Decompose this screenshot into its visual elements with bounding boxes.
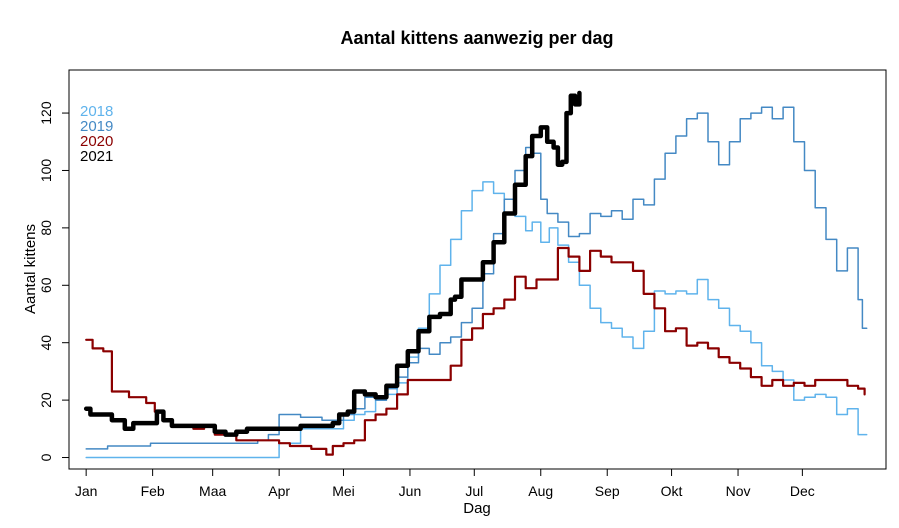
- series-layer: [83, 90, 868, 459]
- x-tick-label: Jan: [75, 483, 98, 499]
- y-tick-label: 40: [38, 335, 54, 351]
- x-tick-label: Nov: [726, 483, 751, 499]
- y-tick-label: 20: [38, 392, 54, 408]
- x-tick-label: Jun: [399, 483, 422, 499]
- x-tick-label: Jul: [465, 483, 483, 499]
- y-tick-label: 120: [38, 101, 54, 125]
- series-line-2020: [85, 246, 866, 456]
- y-tick-label: 80: [38, 220, 54, 236]
- x-tick-label: Dec: [790, 483, 815, 499]
- legend-entry-2018: 2018: [80, 103, 113, 120]
- chart-title: Aantal kittens aanwezig per dag: [340, 28, 613, 48]
- legend-entry-2020: 2020: [80, 133, 113, 150]
- y-tick-label: 100: [38, 159, 54, 183]
- x-tick-label: Apr: [268, 483, 290, 499]
- x-axis-label: Dag: [463, 500, 491, 517]
- y-axis-label: Aantal kittens: [22, 224, 39, 314]
- series-line-2019: [85, 106, 868, 450]
- x-tick-label: Feb: [141, 483, 165, 499]
- y-tick-label: 0: [38, 453, 54, 461]
- series-line-2018: [85, 181, 868, 459]
- legend-entry-2019: 2019: [80, 118, 113, 135]
- x-tick-label: Aug: [528, 483, 553, 499]
- y-axis: 0 20 40 60 80 100 120: [38, 101, 70, 461]
- x-axis: Jan Feb Maa Apr Mei Jun Jul Aug Sep Okt Nov Dec: [75, 468, 815, 499]
- x-tick-label: Okt: [661, 483, 683, 499]
- y-tick-label: 60: [38, 277, 54, 293]
- x-tick-label: Maa: [199, 483, 226, 499]
- series-line-2021: [83, 90, 582, 437]
- legend-entry-2021: 2021: [80, 148, 113, 165]
- x-tick-label: Mei: [332, 483, 355, 499]
- plot-frame: [68, 69, 887, 470]
- x-tick-label: Sep: [595, 483, 620, 499]
